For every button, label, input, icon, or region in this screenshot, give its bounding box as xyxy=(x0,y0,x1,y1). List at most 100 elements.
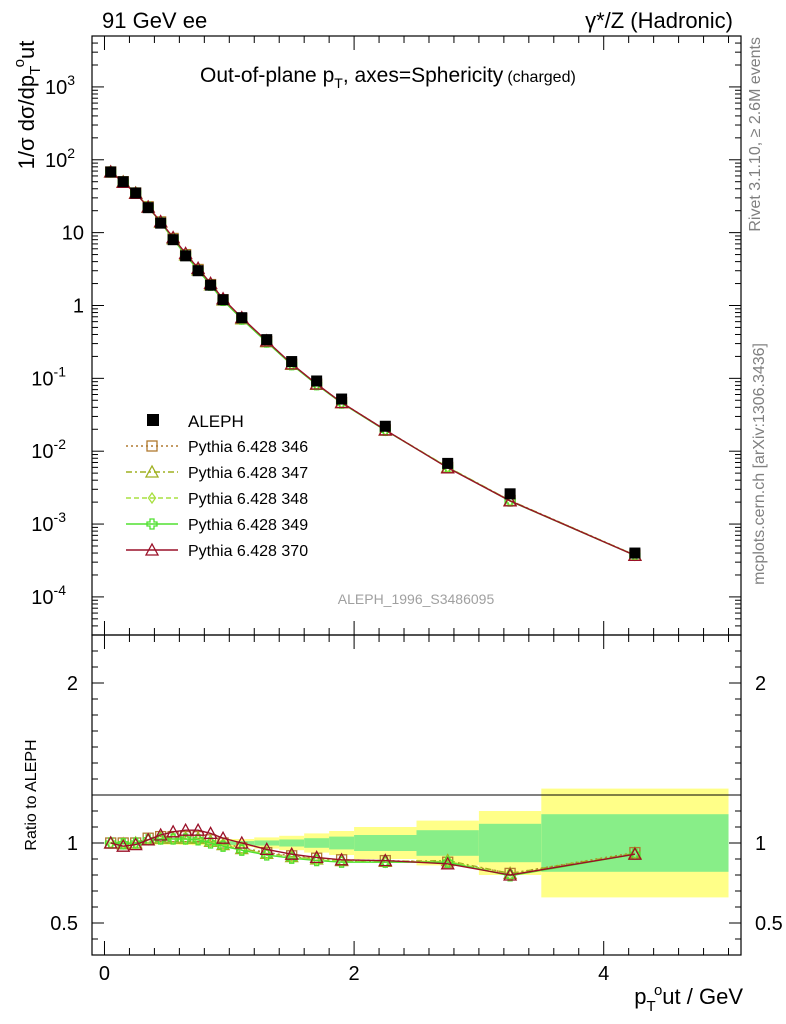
ratio-point xyxy=(166,824,181,838)
data-point xyxy=(442,457,454,469)
header-right: γ*/Z (Hadronic) xyxy=(585,8,733,33)
ratio-point xyxy=(284,846,299,860)
data-point xyxy=(142,202,154,214)
legend-marker xyxy=(144,542,160,556)
ratio-series-5 xyxy=(103,822,643,881)
legend-marker xyxy=(146,518,158,530)
legend-marker xyxy=(147,491,157,505)
ratio-point xyxy=(204,837,217,849)
ratio-band-stat xyxy=(304,838,330,848)
legend-label: Pythia 6.428 370 xyxy=(188,543,308,560)
ratio-y-tick-label: 0.5 xyxy=(50,913,78,935)
main-y-tick-label: 10-4 xyxy=(31,582,66,609)
ratio-point xyxy=(309,850,324,864)
main-ticks: 10-4 10-3 10-2 10-1 1 10 102 103 xyxy=(31,35,741,636)
ratio-y-tick-label-right: 1 xyxy=(755,833,766,855)
ratio-point xyxy=(234,835,249,849)
data-point xyxy=(629,547,641,559)
legend-label: Pythia 6.428 348 xyxy=(188,491,308,508)
main-y-tick-label: 10-1 xyxy=(31,363,66,390)
ratio-line xyxy=(110,829,636,876)
ratio-point xyxy=(103,835,118,849)
data-point xyxy=(336,393,348,405)
data-point xyxy=(217,294,229,306)
main-y-tick-label: 103 xyxy=(45,72,75,99)
ratio-y-tick-label: 1 xyxy=(67,833,78,855)
data-point xyxy=(117,176,129,188)
header-left: 91 GeV ee xyxy=(102,8,207,33)
ratio-band-stat xyxy=(354,835,417,851)
ratio-band-stat xyxy=(279,839,305,847)
data-point xyxy=(261,334,273,346)
ratio-point xyxy=(179,833,192,845)
legend-label: Pythia 6.428 349 xyxy=(188,517,308,534)
ratio-point xyxy=(141,832,156,846)
data-point xyxy=(180,250,192,262)
ratio-bands xyxy=(104,788,729,898)
ratio-band-stat xyxy=(116,842,130,844)
data-point xyxy=(155,217,167,229)
legend-label-data: ALEPH xyxy=(188,412,244,431)
chart-title: Out-of-plane pT, axes=Sphericity (charged… xyxy=(200,64,576,91)
ratio-band-stat xyxy=(541,814,729,872)
ratio-panel: 0 2 4 0.5 0.5 1 1 2 2 xyxy=(50,634,783,985)
ratio-point xyxy=(128,837,143,851)
data-point xyxy=(286,356,298,368)
ratio-point xyxy=(311,854,323,867)
ratio-point xyxy=(116,838,131,852)
ratio-point xyxy=(215,830,231,844)
ratio-ylabel: Ratio to ALEPH xyxy=(23,739,40,850)
x-tick-label: 2 xyxy=(349,963,360,985)
ratio-ticks: 0 2 4 0.5 0.5 1 1 2 2 xyxy=(50,635,783,985)
data-point xyxy=(504,488,516,500)
main-y-tick-label: 102 xyxy=(45,145,75,172)
ratio-series xyxy=(103,822,643,882)
data-point xyxy=(379,420,391,432)
ratio-point xyxy=(217,840,229,852)
main-series-4 xyxy=(105,166,641,561)
ratio-point xyxy=(378,853,393,867)
ratio-y-tick-label-right: 2 xyxy=(755,673,766,695)
legend-label: Pythia 6.428 346 xyxy=(188,439,308,456)
analysis-label: ALEPH_1996_S3486095 xyxy=(338,591,495,607)
main-y-tick-label: 10 xyxy=(62,223,84,245)
legend-marker xyxy=(146,440,158,452)
data-point xyxy=(311,375,323,387)
main-series xyxy=(103,164,643,562)
ratio-point xyxy=(440,856,455,870)
data-point xyxy=(205,279,217,291)
ratio-band-stat xyxy=(478,823,542,863)
data-point xyxy=(192,265,204,277)
ratio-point xyxy=(627,846,643,860)
mcplots-label: mcplots.cern.ch [arXiv:1306.3436] xyxy=(751,343,768,585)
data-point xyxy=(236,312,248,324)
main-series-1 xyxy=(105,166,641,561)
ratio-point xyxy=(503,866,518,880)
ratio-point xyxy=(153,827,168,841)
ratio-point xyxy=(192,834,204,846)
legend-label: Pythia 6.428 347 xyxy=(188,465,308,482)
data-point xyxy=(130,187,142,199)
main-data-points xyxy=(105,166,641,559)
series-point xyxy=(503,493,518,507)
main-series-3 xyxy=(106,165,640,562)
ratio-band-stat xyxy=(416,830,479,856)
x-tick-label: 4 xyxy=(598,963,609,985)
ratio-point xyxy=(190,822,206,836)
ratio-point xyxy=(203,826,218,840)
ratio-point xyxy=(178,822,193,836)
ratio-band-stat xyxy=(104,842,117,844)
ratio-point xyxy=(117,838,129,850)
legend-marker xyxy=(144,464,160,478)
legend-marker-data xyxy=(147,414,159,426)
main-panel: 10-4 10-3 10-2 10-1 1 10 102 103 Out-of-plane p… xyxy=(31,35,742,636)
x-axis-label: pTout / GeV xyxy=(634,982,743,1015)
ratio-y-tick-label-right: 0.5 xyxy=(755,913,783,935)
rivet-label: Rivet 3.1.10, ≥ 2.6M events xyxy=(747,37,764,232)
ratio-point xyxy=(259,842,274,856)
main-y-tick-label: 10-2 xyxy=(31,436,66,463)
legend: ALEPH Pythia 6.428 346 Pythia 6.428 347 Pyt… xyxy=(126,412,308,560)
ratio-point xyxy=(503,867,518,881)
main-series-5 xyxy=(103,164,643,561)
